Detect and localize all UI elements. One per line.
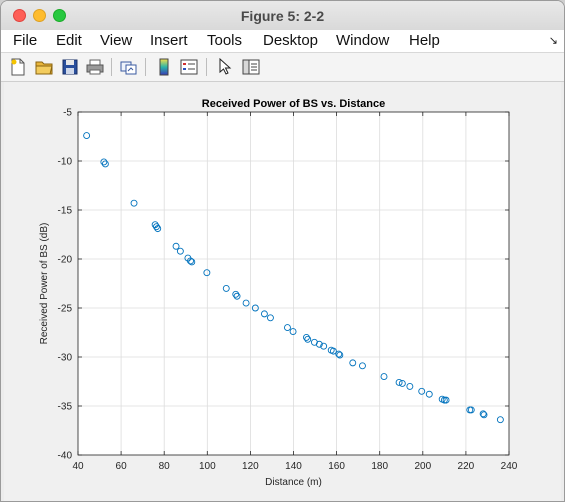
menu-bar: File Edit View Insert Tools Desktop Wind… [1,30,564,53]
maximize-window-button[interactable] [53,9,66,22]
pointer-icon[interactable] [215,57,235,77]
window-title: Figure 5: 2-2 [240,8,325,24]
menu-window[interactable]: Window [336,32,390,49]
axis-ticks: 40 60 80 100 120 140 160 180 200 220 240 -40 -35 -30 -… [58,108,518,473]
data-point [440,396,448,404]
data-point [154,225,162,233]
data-point [380,373,388,381]
y-tick-label: -25 [58,304,73,315]
data-point [398,380,406,387]
axes-box [77,111,510,456]
x-tick-label: 160 [328,461,345,472]
x-tick-label: 100 [199,461,216,472]
x-tick-label: 80 [159,461,171,472]
x-tick-label: 120 [242,461,259,472]
colorbar-icon[interactable] [154,57,174,77]
data-point [480,411,488,419]
menu-file[interactable]: File [13,32,38,49]
x-tick-label: 220 [458,461,475,472]
x-tick-label: 200 [414,461,431,472]
x-axis-label: Distance (m) [265,477,322,488]
data-point [203,269,211,277]
data-point [335,350,343,358]
data-point [233,292,241,300]
property-editor-icon[interactable] [241,57,261,77]
data-point [349,359,357,367]
y-tick-label: -20 [58,255,73,266]
data-point [260,310,268,318]
data-point [232,290,240,298]
x-tick-label: 140 [285,461,302,472]
toolbar-separator [145,58,146,76]
menu-desktop[interactable]: Desktop [263,32,319,49]
minimize-window-button[interactable] [33,9,46,22]
data-point [320,342,328,350]
data-point [336,351,344,359]
data-point [425,390,433,398]
data-point [251,304,259,312]
data-point [188,258,196,266]
link-plot-icon[interactable] [119,57,139,77]
chart-title: Received Power of BS vs. Distance [202,98,385,110]
y-tick-label: -35 [58,402,73,413]
menu-insert[interactable]: Insert [150,32,188,49]
scatter-chart[interactable]: 40 60 80 100 120 140 160 180 200 220 240 -40 -35 -30 -… [4,82,561,502]
y-tick-label: -40 [58,451,73,462]
data-point [284,324,291,332]
dock-arrow-icon[interactable]: ↘ [548,35,558,47]
data-point [418,387,426,395]
data-point [222,284,230,292]
data-point [176,247,184,255]
data-point [172,242,180,250]
data-point [101,160,109,168]
legend-icon[interactable] [179,57,199,77]
title-bar[interactable]: Figure 5: 2-2 [1,1,564,31]
data-point [100,158,108,166]
data-point [395,379,403,386]
menu-help[interactable]: Help [409,32,440,49]
data-point [289,328,297,335]
y-axis-label: Received Power of BS (dB) [39,223,50,345]
toolbar-separator [111,58,112,76]
save-icon[interactable] [60,57,80,77]
y-tick-label: -15 [58,206,73,217]
data-point [242,299,250,307]
x-tick-label: 60 [116,461,128,472]
y-tick-label: -5 [63,108,72,119]
menu-tools[interactable]: Tools [207,32,243,49]
data-point [130,199,138,207]
data-point [302,333,310,341]
toolbar [1,53,564,82]
toolbar-separator [206,58,207,76]
x-tick-label: 180 [371,461,388,472]
new-file-icon[interactable] [8,57,28,77]
menu-view[interactable]: View [100,32,133,49]
data-point [266,314,274,322]
x-tick-label: 40 [72,461,84,472]
data-point [152,223,160,231]
data-point [329,347,337,355]
data-point [406,382,414,390]
y-tick-label: -30 [58,353,73,364]
data-point [359,362,366,370]
data-point [496,416,504,424]
print-icon[interactable] [85,57,105,77]
data-points [83,132,504,424]
data-point [479,410,487,418]
data-point [442,396,450,404]
data-point [83,132,91,139]
figure-canvas[interactable]: 40 60 80 100 120 140 160 180 200 220 240 -40 -35 -30 -… [4,82,561,502]
data-point [187,257,194,265]
open-folder-icon[interactable] [34,57,54,77]
close-window-button[interactable] [13,9,26,22]
data-point [304,335,312,343]
y-tick-label: -10 [58,157,73,168]
data-point [467,406,475,414]
menu-edit[interactable]: Edit [56,32,82,49]
x-tick-label: 240 [501,461,518,472]
data-point [315,340,323,348]
